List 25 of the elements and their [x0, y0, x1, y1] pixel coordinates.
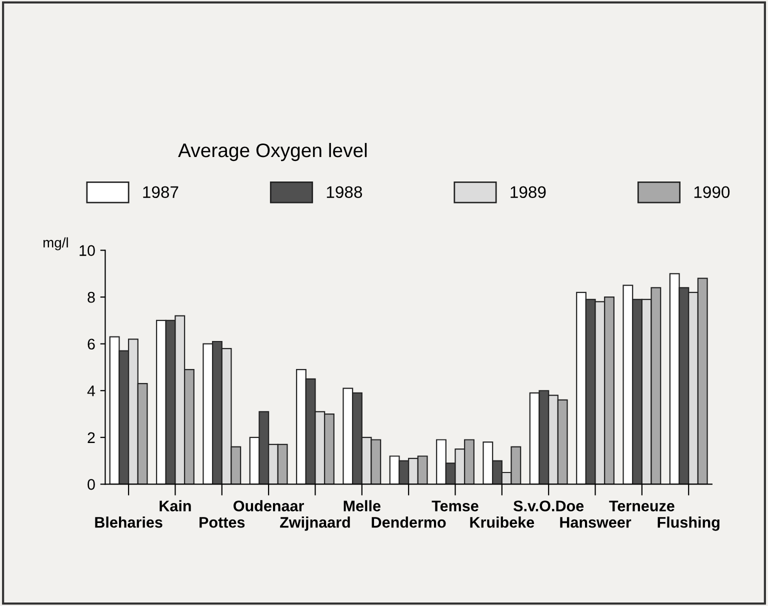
- x-tick-label: Zwijnaard: [280, 516, 350, 531]
- y-axis-title: mg/l: [44, 237, 68, 250]
- x-tick-label: Kain: [160, 500, 191, 512]
- x-tick-label: Hansweer: [560, 517, 632, 528]
- x-tick-label: S.v.O.Doe: [514, 500, 584, 512]
- x-tick-label: Terneuze: [609, 500, 674, 512]
- y-tick-label: 6: [88, 338, 95, 350]
- legend-label: 1988: [326, 186, 362, 198]
- x-tick-label: Pottes: [200, 517, 245, 528]
- chart-title: Average Oxygen level: [178, 142, 367, 162]
- x-tick-label: Oudenaar: [234, 500, 304, 512]
- x-tick-label: Kruibeke: [470, 516, 534, 528]
- legend-label: 1990: [694, 186, 730, 198]
- x-tick-label: Bleharies: [95, 516, 162, 528]
- y-tick-label: 0: [88, 479, 95, 490]
- y-tick-label: 4: [87, 386, 96, 396]
- x-tick-label: Flushing: [658, 516, 720, 531]
- y-tick-label: 8: [88, 292, 95, 303]
- legend-label: 1989: [510, 186, 546, 198]
- y-tick-label: 10: [80, 245, 95, 256]
- x-tick-label: Melle: [344, 500, 380, 512]
- x-tick-label: Dendermo: [372, 516, 446, 528]
- y-tick-label: 2: [88, 432, 95, 443]
- x-tick-label: Temse: [432, 500, 478, 512]
- legend-label: 1987: [143, 186, 178, 198]
